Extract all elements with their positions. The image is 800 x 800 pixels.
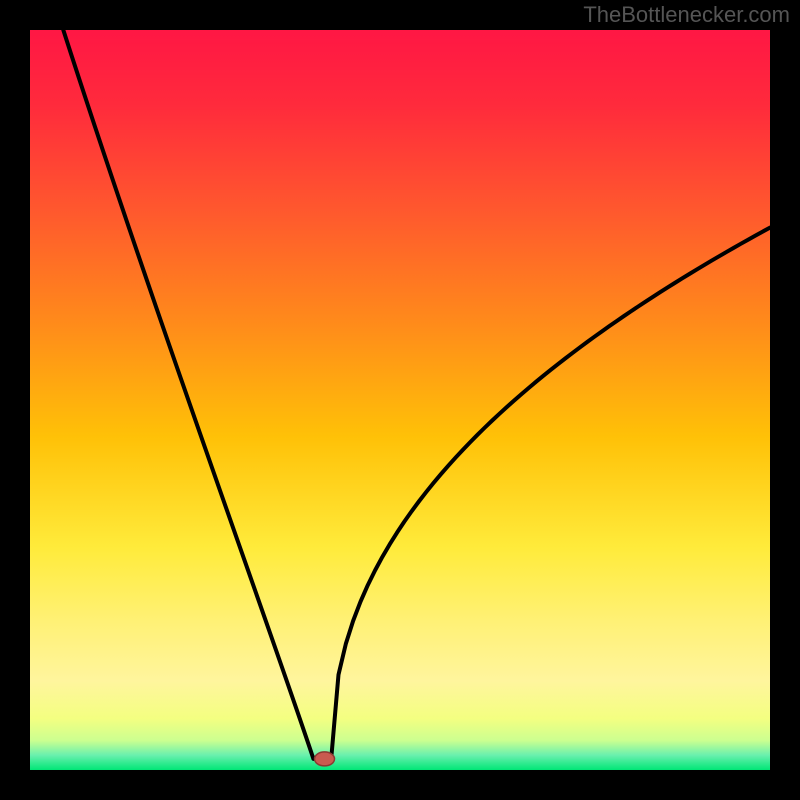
bottleneck-chart-svg	[0, 0, 800, 800]
watermark-text: TheBottlenecker.com	[583, 2, 790, 28]
optimum-marker	[315, 752, 335, 766]
chart-container: TheBottlenecker.com	[0, 0, 800, 800]
plot-gradient-background	[30, 30, 770, 770]
